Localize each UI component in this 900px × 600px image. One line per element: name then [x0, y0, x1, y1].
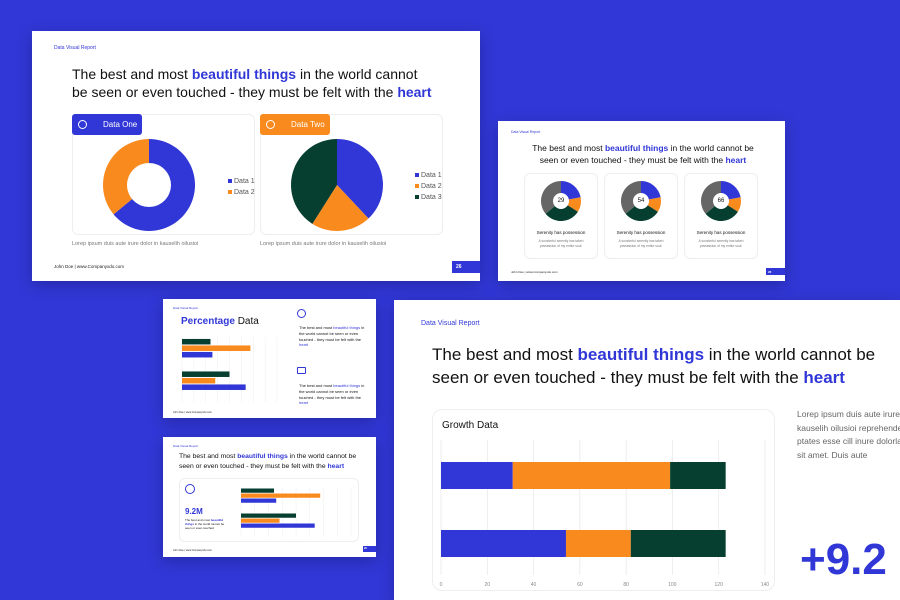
possession-title: Serenity has possession [696, 230, 746, 235]
donut-hole [633, 193, 649, 209]
growth-card [432, 409, 775, 591]
footer: John Doe | www.Companyxdo.com [511, 270, 558, 274]
report-tag: Data Visual Report [511, 130, 541, 134]
stat-value: 9.2M [185, 507, 203, 516]
big-stat: +9.2 [800, 535, 887, 584]
data-two-caption: Lorep ipsum duis aute irure dolor in kau… [260, 241, 387, 247]
stat-bar [241, 523, 315, 528]
possession-title: Serenity has possession [616, 230, 666, 235]
stat-bar [241, 513, 296, 518]
report-tag: Data Visual Report [173, 444, 199, 448]
possession-text: A wonderful serenity has taken possessio… [538, 239, 584, 248]
x-tick-label: 40 [531, 582, 537, 588]
page-number: 26 [452, 261, 480, 273]
percentage-bar [182, 351, 213, 358]
possession-text: A wonderful serenity has taken possessio… [698, 239, 744, 248]
stat-bar-chart [240, 487, 352, 537]
report-tag: Data Visual Report [421, 320, 480, 327]
headline: The best and most beautiful things in th… [432, 345, 876, 387]
percentage-bar [182, 338, 211, 345]
data-two-slice [291, 139, 337, 224]
percentage-title: Percentage Data [181, 316, 259, 327]
growth-bar-segment [630, 530, 726, 557]
data-one-legend: Data 1 Data 2 [228, 176, 255, 198]
footer: John Doe | www.Companyxdo.com [173, 549, 212, 552]
x-tick-label: 80 [623, 582, 629, 588]
x-tick-label: 100 [668, 582, 677, 588]
possession-text: A wonderful serenity has taken possessio… [618, 239, 664, 248]
body-text: Lorep ipsum duis aute irure kauselih oil… [797, 409, 900, 460]
x-tick-label: 60 [577, 582, 583, 588]
data-one-slice [103, 139, 149, 215]
percentage-bar [182, 384, 246, 390]
growth-bar-segment [565, 530, 631, 557]
stat-bar [241, 518, 280, 523]
note-text: The best and most beautiful things in th… [299, 325, 365, 348]
growth-bar-segment [512, 462, 671, 489]
donut-hole [713, 193, 729, 209]
data-one-caption: Lorep ipsum duis aute irure dolor in kau… [72, 241, 199, 247]
possession-title: Serenity has possession [536, 230, 586, 235]
headline: The best and most beautiful things in th… [179, 453, 357, 470]
data-two-header[interactable]: Data Two [260, 114, 330, 135]
growth-stacked-bar-chart: 0 20 40 60 80 100 120 140 [440, 440, 769, 588]
donut-value: 54 [637, 198, 645, 204]
data-two-slice [312, 185, 369, 231]
percentage-bar [182, 371, 230, 377]
growth-bar-segment [441, 530, 566, 557]
note-text: The best and most beautiful things in th… [299, 383, 365, 406]
x-tick-label: 140 [761, 582, 770, 588]
data-one-donut [103, 139, 195, 231]
stat-bar [241, 493, 321, 498]
mini-donut-slice [625, 201, 658, 221]
stat-bar [241, 498, 277, 503]
headline: The best and most beautiful things in th… [72, 66, 432, 100]
mini-donut [541, 181, 581, 221]
chart-icon [78, 120, 87, 129]
chart-icon [266, 120, 275, 129]
growth-title: Growth Data [442, 420, 499, 431]
donut-value: 66 [717, 198, 725, 204]
slide-possession[interactable]: Data Visual Report The best and most bea… [498, 121, 785, 281]
footer: John Doe | www.Companyxdo.com [54, 264, 124, 269]
footer: John Doe | www.Companyxdo.com [173, 411, 212, 414]
x-tick-label: 0 [440, 582, 443, 588]
growth-bar-segment [670, 462, 726, 489]
headline: The best and most beautiful things in th… [532, 143, 754, 165]
slide-data-charts[interactable]: Data Visual Report The best and most bea… [32, 31, 480, 281]
pie-chart-icon [297, 309, 306, 318]
mini-donut-slice [541, 181, 561, 214]
data-two-slice [337, 139, 383, 219]
data-one-header[interactable]: Data One [72, 114, 142, 135]
mini-donut-slice [545, 201, 578, 221]
slide-stat[interactable]: Data Visual Report The best and most bea… [163, 437, 376, 557]
report-tag: Data Visual Report [173, 306, 199, 310]
percentage-bar [182, 345, 251, 351]
stat-bar [241, 488, 274, 493]
slide-percentage-data[interactable]: Data Visual Report Percentage Data John … [163, 299, 376, 418]
mini-donut-slice [621, 181, 641, 214]
report-tag: Data Visual Report [54, 45, 96, 51]
mini-donut-slice [705, 201, 738, 221]
donut-hole [553, 193, 569, 209]
growth-bar-segment [441, 462, 513, 489]
page-number: 26 [766, 268, 785, 275]
data-two-pie [291, 139, 383, 231]
slide-growth-data[interactable]: Data Visual Report The best and most bea… [394, 300, 900, 600]
page-number: 26 [363, 546, 376, 552]
stat-text: The best and most beautiful things in th… [185, 518, 225, 530]
mini-donut [621, 181, 661, 221]
x-tick-label: 20 [485, 582, 491, 588]
donut-value: 29 [557, 198, 565, 204]
percentage-bar-chart [181, 337, 278, 402]
message-icon [297, 367, 306, 374]
donut-hole [127, 163, 171, 207]
pie-chart-icon [185, 484, 195, 494]
mini-donut [701, 181, 741, 221]
percentage-bar [182, 377, 216, 384]
x-tick-label: 120 [715, 582, 724, 588]
data-two-legend: Data 1 Data 2 Data 3 [415, 170, 442, 203]
mini-donut-slice [701, 181, 721, 214]
